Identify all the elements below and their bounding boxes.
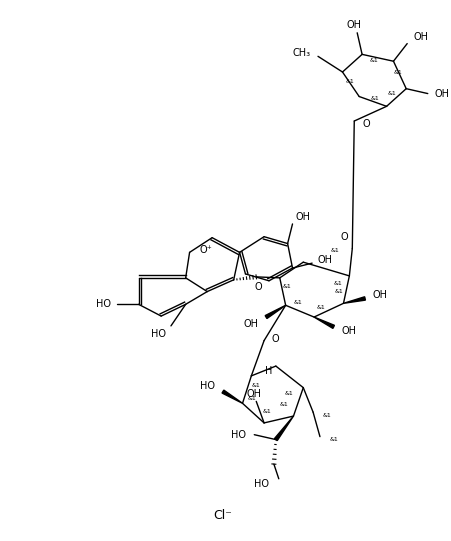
Text: OH: OH xyxy=(412,32,427,42)
Text: H: H xyxy=(265,366,272,376)
Text: O: O xyxy=(254,282,262,292)
Text: &1: &1 xyxy=(284,391,292,396)
Text: &1: &1 xyxy=(293,300,302,305)
Polygon shape xyxy=(265,305,285,319)
Polygon shape xyxy=(274,416,293,440)
Text: O: O xyxy=(361,119,369,129)
Text: &1: &1 xyxy=(330,248,338,253)
Text: HO: HO xyxy=(200,381,215,391)
Text: &1: &1 xyxy=(333,289,342,294)
Text: &1: &1 xyxy=(393,70,402,76)
Text: OH: OH xyxy=(341,326,356,336)
Text: HO: HO xyxy=(151,329,166,339)
Polygon shape xyxy=(221,390,242,404)
Text: HO: HO xyxy=(253,479,268,489)
Text: Cl⁻: Cl⁻ xyxy=(213,509,232,522)
Text: &1: &1 xyxy=(282,284,291,289)
Polygon shape xyxy=(313,317,334,328)
Text: HO: HO xyxy=(96,299,111,309)
Text: O: O xyxy=(340,232,348,242)
Text: OH: OH xyxy=(243,319,258,329)
Text: O: O xyxy=(272,334,279,344)
Text: O⁺: O⁺ xyxy=(199,246,212,255)
Text: &1: &1 xyxy=(279,402,287,407)
Text: &1: &1 xyxy=(316,305,325,310)
Text: OH: OH xyxy=(346,20,361,30)
Text: &1: &1 xyxy=(251,383,260,388)
Text: &1: &1 xyxy=(262,408,271,414)
Text: OH: OH xyxy=(318,255,332,265)
Text: OH: OH xyxy=(295,212,310,222)
Text: &1: &1 xyxy=(345,80,354,84)
Text: &1: &1 xyxy=(248,396,256,401)
Text: OH: OH xyxy=(372,291,387,300)
Text: &1: &1 xyxy=(329,437,337,442)
Polygon shape xyxy=(343,297,364,304)
Text: &1: &1 xyxy=(322,413,331,418)
Text: &1: &1 xyxy=(370,96,378,101)
Text: OH: OH xyxy=(246,388,261,399)
Text: &1: &1 xyxy=(386,91,395,96)
Text: CH₃: CH₃ xyxy=(291,48,309,58)
Text: HO: HO xyxy=(231,430,246,440)
Text: &1: &1 xyxy=(332,281,341,286)
Text: OH: OH xyxy=(434,89,449,98)
Text: &1: &1 xyxy=(368,58,377,63)
